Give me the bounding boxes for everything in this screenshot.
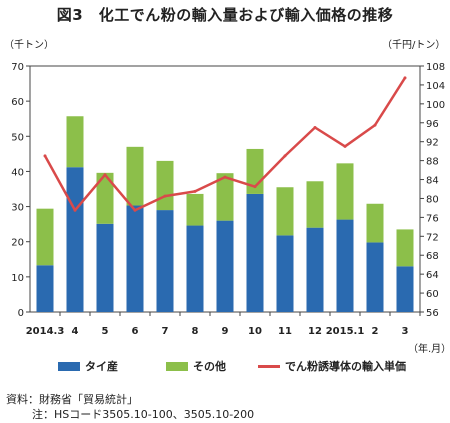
left-tick-label: 20: [11, 238, 24, 249]
bar-other: [36, 208, 54, 266]
right-tick-label: 72: [426, 232, 439, 243]
bar-thai: [276, 235, 294, 312]
bar-other: [306, 181, 324, 228]
bar-thai: [186, 225, 204, 312]
left-tick-label: 50: [11, 132, 24, 143]
right-tick-label: 96: [426, 119, 439, 130]
bar-other: [66, 116, 84, 168]
right-tick-label: 80: [426, 194, 439, 205]
source-note: 資料：財務省「貿易統計」: [6, 393, 138, 406]
bar-other: [396, 229, 414, 267]
x-tick-label: 10: [248, 326, 262, 337]
price-point: [73, 208, 77, 212]
bar-thai: [366, 242, 384, 312]
bar-other: [276, 187, 294, 236]
price-point: [253, 185, 257, 189]
price-point: [163, 194, 167, 198]
price-point: [283, 154, 287, 158]
bar-thai: [216, 220, 234, 312]
legend-label-other: その他: [193, 360, 226, 373]
bar-thai: [96, 223, 114, 312]
bar-other: [186, 193, 204, 226]
bar-thai: [246, 193, 264, 312]
right-tick-label: 88: [426, 157, 439, 168]
right-tick-label: 56: [426, 308, 439, 319]
price-point: [403, 76, 407, 80]
bar-thai: [66, 167, 84, 312]
right-tick-label: 68: [426, 251, 439, 262]
x-tick-label: 5: [102, 326, 109, 337]
x-tick-label: 2015.1: [326, 326, 365, 337]
left-tick-label: 10: [11, 273, 24, 284]
bar-other: [216, 173, 234, 221]
bar-other: [156, 160, 174, 211]
x-tick-label: 4: [72, 326, 79, 337]
right-tick-label: 100: [426, 100, 445, 111]
bar-thai: [336, 219, 354, 312]
right-tick-label: 76: [426, 213, 439, 224]
bar-other: [96, 172, 114, 224]
left-tick-label: 60: [11, 97, 24, 108]
legend-label-thai: タイ産: [85, 360, 118, 373]
price-point: [103, 173, 107, 177]
x-tick-label: 8: [192, 326, 199, 337]
bar-thai: [306, 227, 324, 312]
bar-thai: [156, 210, 174, 312]
x-tick-label: 11: [278, 326, 292, 337]
price-point: [133, 208, 137, 212]
bar-thai: [396, 266, 414, 312]
right-tick-label: 60: [426, 289, 439, 300]
right-tick-label: 104: [426, 81, 445, 92]
chart-plot: 0102030405060705660646872768084889296100…: [11, 62, 445, 337]
legend-item-other: その他: [166, 358, 226, 374]
x-tick-label: 2: [372, 326, 379, 337]
left-tick-label: 40: [11, 167, 24, 178]
legend-swatch-other: [166, 361, 188, 371]
legend: タイ産 その他 でん粉誘導体の輸入単価: [30, 358, 442, 374]
bar-thai: [126, 205, 144, 312]
legend-swatch-price: [258, 364, 280, 368]
price-point: [373, 123, 377, 127]
left-tick-label: 0: [18, 308, 24, 319]
price-point: [223, 175, 227, 179]
x-tick-label: 6: [132, 326, 139, 337]
chart-title: 図3 化工でん粉の輸入量および輸入価格の推移: [56, 6, 394, 24]
bar-other: [366, 203, 384, 243]
right-tick-label: 108: [426, 62, 445, 73]
x-axis-unit: （年.月）: [408, 344, 450, 355]
price-point: [313, 126, 317, 129]
right-tick-label: 84: [426, 176, 439, 187]
legend-item-price: でん粉誘導体の輸入単価: [258, 358, 406, 374]
bar-other: [336, 163, 354, 220]
price-point: [193, 189, 197, 193]
x-tick-label: 9: [222, 326, 229, 337]
legend-label-price: でん粉誘導体の輸入単価: [285, 360, 406, 373]
x-tick-label: 2014.3: [26, 326, 65, 337]
right-tick-label: 92: [426, 138, 439, 149]
price-point: [43, 154, 47, 158]
bar-thai: [36, 265, 54, 312]
hs-code-note: 注：HSコード3505.10-100、3505.10-200: [32, 408, 255, 421]
price-point: [343, 144, 347, 148]
left-axis-unit: （千トン）: [4, 40, 54, 51]
bar-other: [126, 146, 144, 206]
x-tick-label: 3: [402, 326, 409, 337]
legend-item-thai: タイ産: [58, 358, 118, 374]
x-tick-label: 7: [162, 326, 169, 337]
left-tick-label: 30: [11, 203, 24, 214]
right-tick-label: 64: [426, 270, 439, 281]
left-tick-label: 70: [11, 62, 24, 73]
x-tick-label: 12: [308, 326, 322, 337]
legend-swatch-thai: [58, 361, 80, 371]
right-axis-unit: （千円/トン）: [382, 40, 446, 51]
